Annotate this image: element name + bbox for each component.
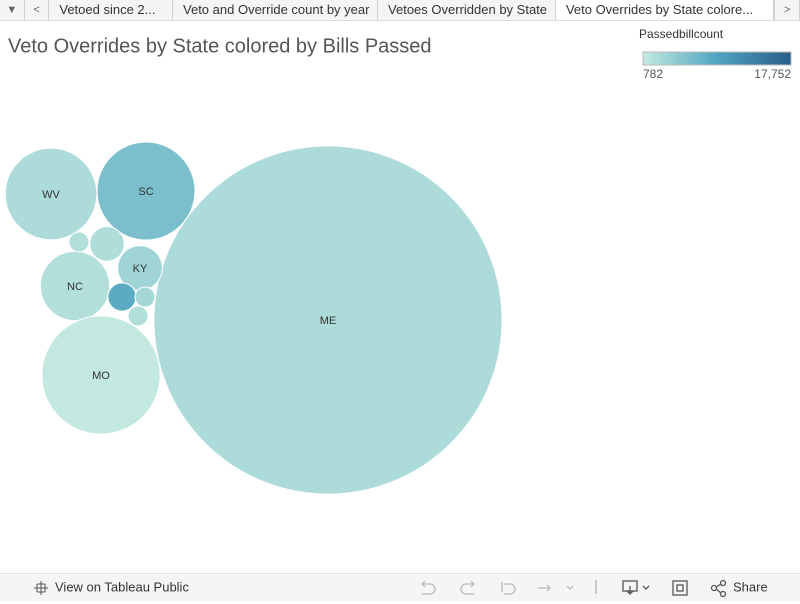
tab[interactable]: Veto Overrides by State colore... bbox=[555, 0, 775, 20]
bubble bbox=[107, 282, 137, 312]
tab[interactable]: Vetoes Overridden by State bbox=[378, 0, 556, 20]
bubble bbox=[96, 141, 196, 241]
legend-gradient bbox=[642, 51, 792, 66]
bubble bbox=[68, 231, 90, 253]
legend-title: Passedbillcount bbox=[639, 27, 724, 41]
bubble-label: KY bbox=[133, 263, 148, 275]
tab-menu[interactable]: ▼ bbox=[0, 0, 25, 20]
legend-tick-label: 17,752 bbox=[754, 67, 791, 81]
tab-prev[interactable]: < bbox=[25, 0, 50, 20]
chart: Veto Overrides by State colored by Bills… bbox=[4, 27, 792, 495]
bubble bbox=[41, 315, 161, 435]
bubble-label: SC bbox=[138, 186, 153, 198]
bubble-label: MO bbox=[92, 370, 110, 382]
bubble-label: ME bbox=[320, 315, 337, 327]
share-icon[interactable] bbox=[710, 579, 727, 598]
toolbar-icons: View on Tableau Public Share bbox=[34, 579, 768, 598]
tab-next[interactable]: > bbox=[774, 0, 800, 20]
download-icon[interactable] bbox=[622, 580, 650, 595]
bubble bbox=[153, 145, 503, 495]
fullscreen-icon[interactable] bbox=[672, 580, 688, 596]
view-link[interactable]: View on Tableau Public bbox=[55, 579, 189, 594]
bubble bbox=[127, 305, 149, 327]
tab-bar: ▼ < Vetoed since 2... Veto and Override … bbox=[0, 0, 800, 21]
bubble bbox=[134, 286, 156, 308]
share-button[interactable]: Share bbox=[733, 579, 768, 594]
toolbar: View on Tableau Public Share bbox=[0, 573, 800, 601]
bubble bbox=[89, 226, 125, 262]
bubble-label: NC bbox=[67, 281, 83, 293]
tableau-icon bbox=[34, 581, 48, 595]
legend-tick-label: 782 bbox=[643, 67, 663, 81]
chart-title: Veto Overrides by State colored by Bills… bbox=[8, 35, 432, 57]
tab[interactable]: Vetoed since 2... bbox=[49, 0, 174, 20]
undo-redo bbox=[421, 580, 574, 595]
bubble-label: WV bbox=[42, 189, 60, 201]
tab[interactable]: Veto and Override count by year bbox=[173, 0, 379, 20]
